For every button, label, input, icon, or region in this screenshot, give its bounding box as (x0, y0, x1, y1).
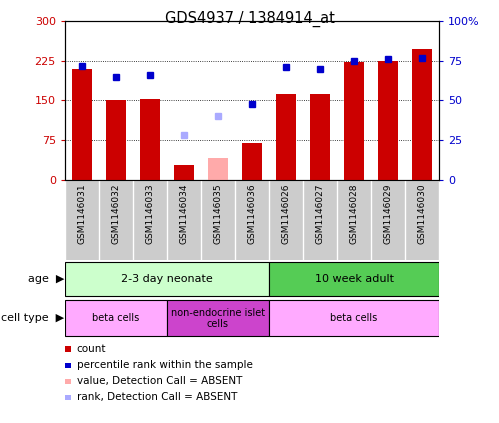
Bar (269, 262, 439, 297)
Text: GSM1146029: GSM1146029 (384, 184, 393, 244)
Bar (167, 300, 269, 336)
Text: rank, Detection Call = ABSENT: rank, Detection Call = ABSENT (77, 392, 237, 402)
Bar (242, 143, 262, 180)
Bar (140, 99, 160, 180)
Text: GSM1146036: GSM1146036 (248, 184, 256, 244)
Text: 10 week adult: 10 week adult (314, 274, 394, 284)
Bar (344, 63, 364, 180)
Bar (174, 165, 194, 180)
Bar (65, 300, 167, 336)
Text: age  ▶: age ▶ (28, 274, 64, 284)
Text: GSM1146026: GSM1146026 (281, 184, 290, 244)
Text: percentile rank within the sample: percentile rank within the sample (77, 360, 252, 370)
Text: GSM1146035: GSM1146035 (214, 184, 223, 244)
Text: beta cells: beta cells (330, 313, 378, 323)
Text: GDS4937 / 1384914_at: GDS4937 / 1384914_at (165, 11, 334, 27)
Bar (310, 93, 330, 180)
Text: 2-3 day neonate: 2-3 day neonate (121, 274, 213, 284)
Bar (72, 69, 92, 180)
Text: count: count (77, 344, 106, 354)
Text: beta cells: beta cells (92, 313, 140, 323)
Text: cell type  ▶: cell type ▶ (1, 313, 64, 323)
Text: GSM1146034: GSM1146034 (180, 184, 189, 244)
Bar (65, 262, 269, 297)
Text: GSM1146030: GSM1146030 (418, 184, 427, 244)
Text: GSM1146031: GSM1146031 (77, 184, 86, 244)
Bar (276, 94, 296, 180)
Text: non-endocrine islet
cells: non-endocrine islet cells (171, 308, 265, 329)
Text: value, Detection Call = ABSENT: value, Detection Call = ABSENT (77, 376, 242, 386)
Text: GSM1146032: GSM1146032 (111, 184, 120, 244)
Bar (106, 101, 126, 180)
Bar (378, 61, 398, 180)
Bar (412, 49, 432, 180)
Text: GSM1146027: GSM1146027 (315, 184, 324, 244)
Text: GSM1146028: GSM1146028 (350, 184, 359, 244)
Bar (208, 158, 228, 180)
Text: GSM1146033: GSM1146033 (145, 184, 154, 244)
Bar (269, 300, 439, 336)
